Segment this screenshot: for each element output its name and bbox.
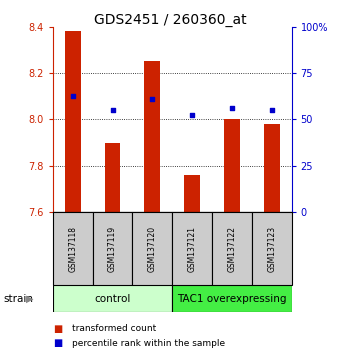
Bar (172, 285, 292, 312)
Point (150, 96, 155, 101)
Text: percentile rank within the sample: percentile rank within the sample (72, 339, 225, 348)
Text: TAC1 overexpressing: TAC1 overexpressing (177, 293, 287, 304)
Text: control: control (94, 293, 131, 304)
Bar (65, 31, 81, 212)
Bar (172, 212, 212, 285)
Point (70, 93, 75, 99)
Text: GSM137121: GSM137121 (188, 226, 197, 272)
Bar (252, 212, 292, 285)
Point (110, 107, 115, 113)
Bar (105, 143, 120, 212)
Text: strain: strain (3, 293, 33, 304)
Bar (93, 212, 132, 285)
Point (229, 105, 235, 111)
Bar (53, 285, 172, 312)
Text: ■: ■ (53, 338, 62, 348)
Bar (184, 175, 200, 212)
Bar (264, 124, 280, 212)
Text: ▶: ▶ (26, 293, 33, 304)
Text: GSM137119: GSM137119 (108, 225, 117, 272)
Text: transformed count: transformed count (72, 324, 156, 333)
Bar (224, 120, 240, 212)
Bar (144, 61, 160, 212)
Bar (53, 212, 93, 285)
Text: GSM137123: GSM137123 (267, 225, 276, 272)
Text: GSM137120: GSM137120 (148, 225, 157, 272)
Bar (132, 212, 172, 285)
Point (269, 107, 275, 113)
Text: ■: ■ (53, 324, 62, 333)
Point (189, 112, 195, 118)
Bar (212, 212, 252, 285)
Text: GSM137118: GSM137118 (68, 226, 77, 272)
Text: GSM137122: GSM137122 (227, 226, 236, 272)
Text: GDS2451 / 260360_at: GDS2451 / 260360_at (94, 13, 247, 28)
